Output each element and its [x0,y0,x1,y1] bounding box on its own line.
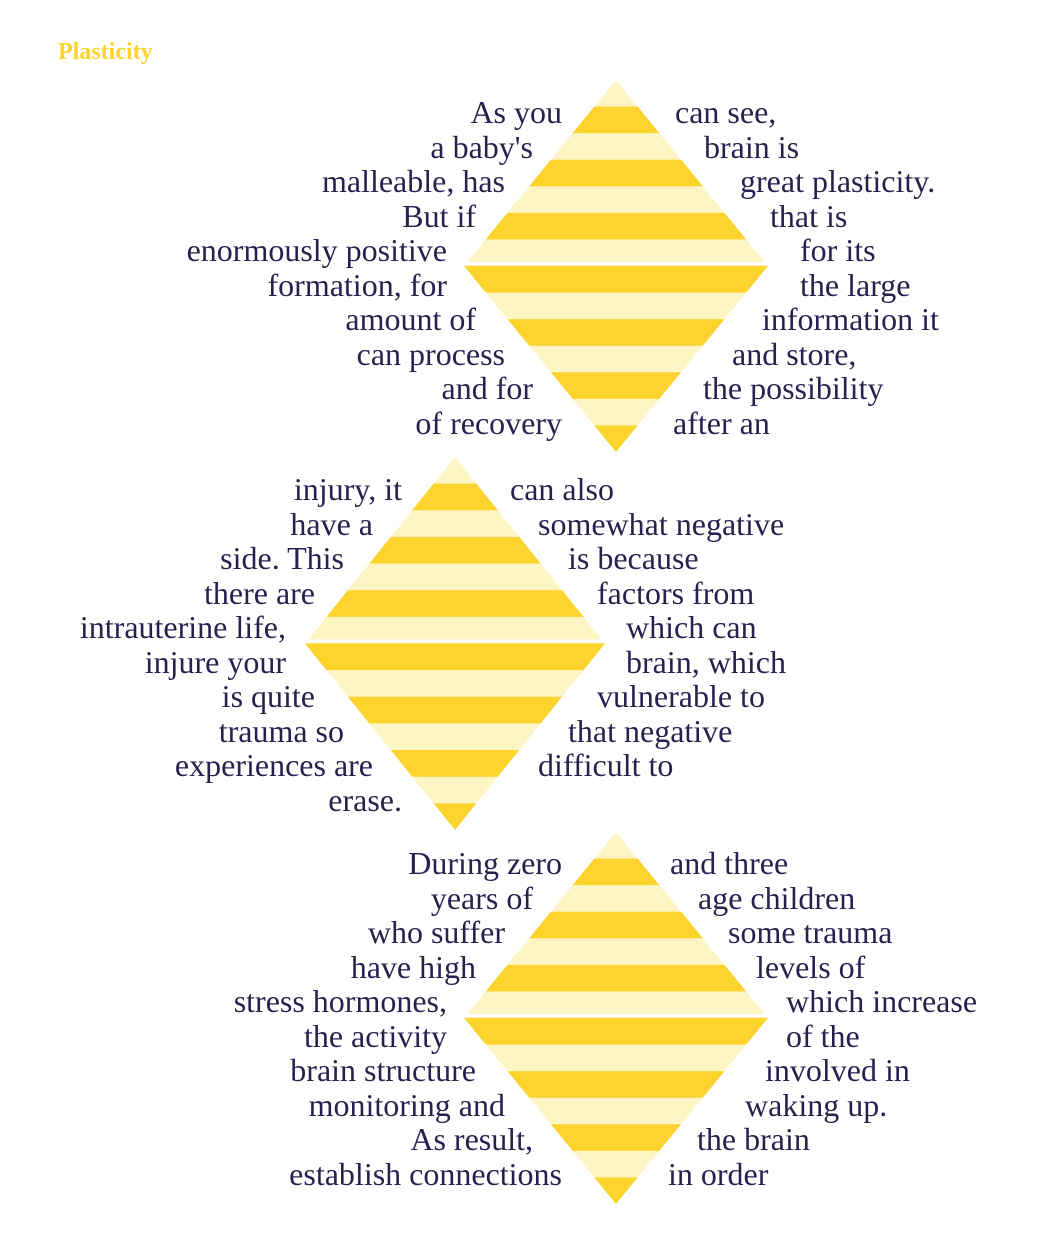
right-text-line: somewhat negative [538,505,785,542]
striped-diamond [464,832,768,1204]
left-text-line: stress hormones, [233,983,447,1019]
left-text-line: During zero [408,845,562,881]
striped-diamond-graphic [464,80,768,452]
left-text-line: But if [402,197,476,234]
left-text-line: the activity [303,1017,447,1054]
left-text-line: side. This [220,540,344,576]
diamond-divider [464,1014,768,1017]
left-text-line: formation, for [267,266,448,303]
right-text-line: brain, which [626,643,786,680]
left-text-line: a baby's [430,128,533,165]
left-text-line: have high [350,948,476,985]
right-text-line: information it [762,301,939,337]
left-text-line: who suffer [367,914,505,950]
right-text-line: can see, [675,94,777,130]
diamond-stripe [464,911,768,939]
left-text-line: As you [470,94,562,130]
left-text-line: experiences are [174,747,373,783]
right-text-line: that is [770,197,848,234]
right-text-line: brain is [704,128,800,165]
striped-diamond-graphic [305,457,605,830]
right-text-line: for its [800,232,876,268]
left-text-line: injure your [144,643,286,680]
right-text-line: waking up. [745,1086,888,1123]
diamond-stripe [464,1018,768,1046]
left-text-line: intrauterine life, [79,609,286,645]
right-text-line: factors from [597,574,755,611]
left-text-line: of recovery [415,404,562,441]
left-text-line: there are [203,574,315,611]
left-text-line: As result, [410,1121,533,1157]
right-text-line: in order [668,1155,769,1192]
right-text-line: great plasticity. [740,163,936,199]
right-text-line: after an [673,404,770,441]
left-text-line: have a [290,505,373,542]
diamond-stripe [305,670,605,698]
diamond-stripe [305,643,605,671]
striped-diamond-graphic [464,832,768,1204]
left-text-line: years of [430,879,533,916]
right-text-line: and store, [732,335,857,372]
right-text-line: some trauma [728,914,893,950]
right-text-line: age children [698,879,856,916]
left-text-line: amount of [345,301,476,337]
right-text-line: the large [800,266,911,303]
diamond-stripe [305,590,605,618]
left-text-line: enormously positive [186,232,447,268]
diamond-stripe [464,964,768,992]
striped-diamond [464,80,768,452]
left-text-line: establish connections [289,1155,562,1192]
diamond-stripe [464,1071,768,1099]
left-text-line: is quite [221,678,315,714]
diamond-stripe [464,239,768,267]
diamond-divider [464,262,768,265]
left-text-line: malleable, has [321,163,505,199]
striped-diamond [305,457,605,830]
right-text-line: the brain [697,1121,810,1157]
right-text-line: the possibility [703,370,884,406]
right-text-line: vulnerable to [597,678,765,714]
left-text-line: trauma so [218,712,344,749]
right-text-line: which can [626,609,757,645]
right-text-line: involved in [765,1052,910,1088]
right-text-line: that negative [568,712,733,749]
left-text-line: erase. [328,781,402,818]
left-text-line: and for [441,370,533,406]
diamond-stripe [464,292,768,320]
left-text-line: brain structure [290,1052,476,1088]
diamond-stripe [464,991,768,1019]
left-text-line: can process [356,335,505,372]
diamond-stripe [464,266,768,294]
diamond-stripe [305,616,605,644]
right-text-line: difficult to [538,747,674,783]
left-text-line: monitoring and [308,1086,505,1123]
right-text-line: levels of [756,948,866,985]
diamond-stripe [464,1044,768,1072]
left-text-line: injury, it [293,471,402,507]
right-text-line: is because [568,540,699,576]
right-text-line: can also [510,471,614,507]
right-text-line: and three [670,845,789,881]
diamond-stripe [464,212,768,240]
right-text-line: which increase [786,983,978,1019]
right-text-line: of the [786,1017,860,1054]
diamond-divider [305,639,605,643]
page-title: Plasticity [58,39,153,65]
diamond-stripe [464,938,768,966]
